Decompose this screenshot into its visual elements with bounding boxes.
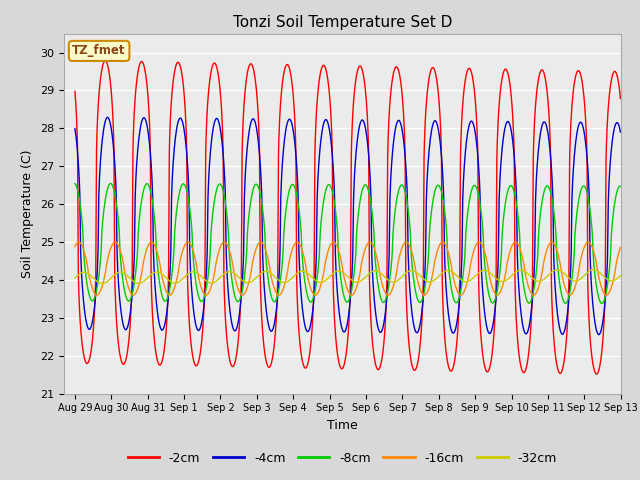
Title: Tonzi Soil Temperature Set D: Tonzi Soil Temperature Set D: [233, 15, 452, 30]
Legend: -2cm, -4cm, -8cm, -16cm, -32cm: -2cm, -4cm, -8cm, -16cm, -32cm: [123, 447, 562, 469]
X-axis label: Time: Time: [327, 419, 358, 432]
Y-axis label: Soil Temperature (C): Soil Temperature (C): [22, 149, 35, 278]
Text: TZ_fmet: TZ_fmet: [72, 44, 126, 58]
